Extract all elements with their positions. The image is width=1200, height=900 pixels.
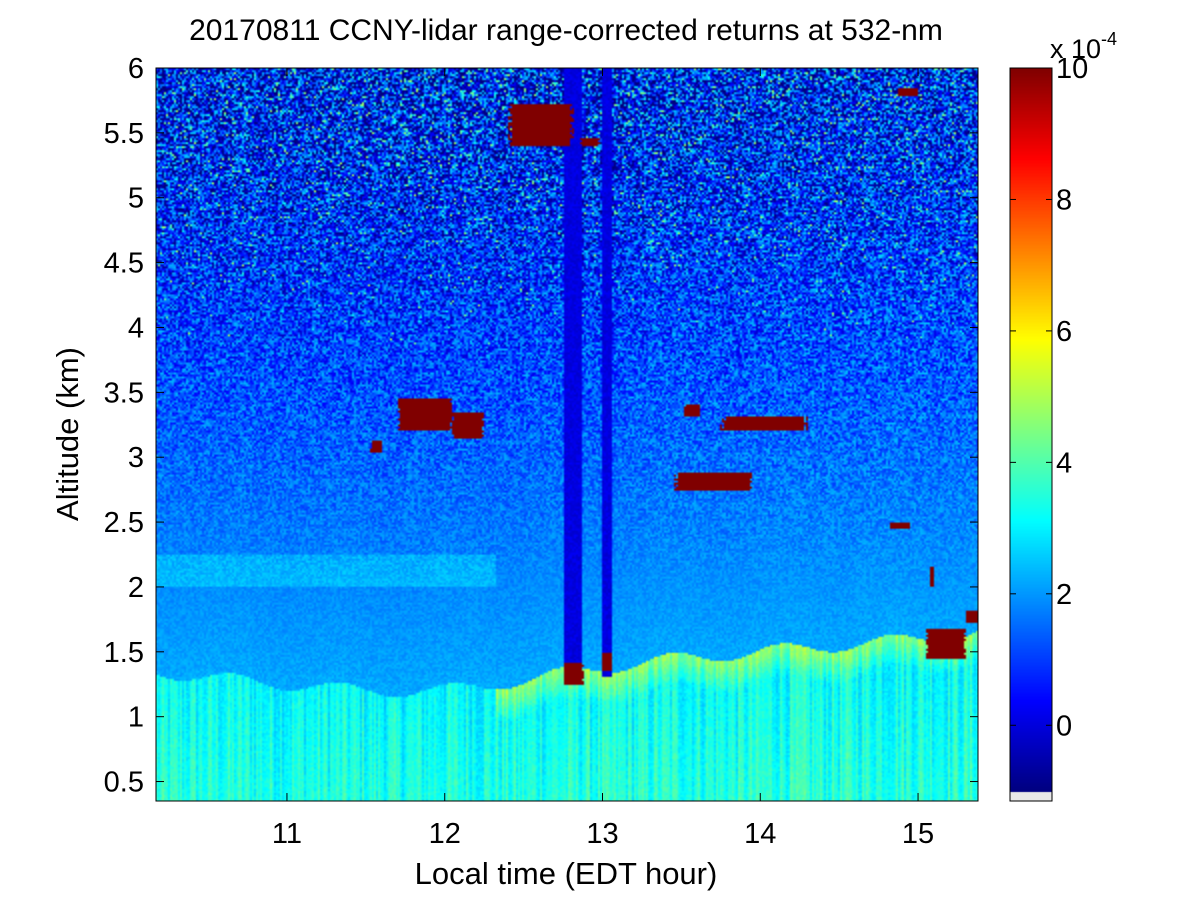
plot-frame bbox=[155, 67, 979, 802]
chart-title: 20170811 CCNY-lidar range-corrected retu… bbox=[189, 14, 943, 47]
y-tick-label: 6 bbox=[128, 53, 144, 85]
y-tick-label: 3 bbox=[128, 442, 144, 474]
colorbar: 0 2 4 6 8 10 x 10-4 bbox=[1009, 29, 1117, 802]
y-tick-label: 4 bbox=[128, 312, 144, 344]
y-axis: 0.5 1 1.5 2 2.5 3 3.5 4 4.5 5 5.5 6 bbox=[104, 53, 978, 799]
colorbar-multiplier-exponent: -4 bbox=[1101, 29, 1117, 49]
x-tick-label: 15 bbox=[902, 818, 934, 850]
colorbar-tick-label: 6 bbox=[1056, 316, 1072, 348]
x-axis: 11 12 13 14 15 bbox=[272, 68, 934, 850]
y-tick-label: 1.5 bbox=[104, 637, 144, 669]
y-tick-label: 3.5 bbox=[104, 377, 144, 409]
y-tick-label: 1 bbox=[128, 702, 144, 734]
colorbar-tick-label: 4 bbox=[1056, 447, 1072, 479]
x-axis-label: Local time (EDT hour) bbox=[415, 856, 718, 891]
plot-area bbox=[155, 67, 979, 802]
colorbar-ticks: 0 2 4 6 8 10 bbox=[1010, 53, 1088, 742]
colorbar-multiplier: x 10-4 bbox=[1050, 29, 1117, 64]
y-tick-label: 2 bbox=[128, 572, 144, 604]
colorbar-tick-label: 2 bbox=[1056, 579, 1072, 611]
y-tick-label: 2.5 bbox=[104, 507, 144, 539]
y-tick-label: 5 bbox=[128, 183, 144, 215]
y-axis-label: Altitude (km) bbox=[50, 347, 85, 521]
y-tick-label: 5.5 bbox=[104, 118, 144, 150]
colorbar-frame bbox=[1009, 67, 1053, 802]
x-tick-label: 14 bbox=[744, 818, 776, 850]
colorbar-multiplier-base: x 10 bbox=[1050, 34, 1101, 64]
x-tick-label: 13 bbox=[586, 818, 618, 850]
colorbar-gradient bbox=[1010, 68, 1052, 801]
colorbar-tick-label: 8 bbox=[1056, 184, 1072, 216]
heatmap-image bbox=[156, 68, 978, 801]
y-tick-label: 4.5 bbox=[104, 248, 144, 280]
y-tick-label: 0.5 bbox=[104, 767, 144, 799]
colorbar-tick-label: 10 bbox=[1056, 53, 1088, 85]
x-tick-label: 12 bbox=[429, 818, 461, 850]
colorbar-tick-label: 0 bbox=[1056, 710, 1072, 742]
x-tick-label: 11 bbox=[272, 818, 302, 850]
